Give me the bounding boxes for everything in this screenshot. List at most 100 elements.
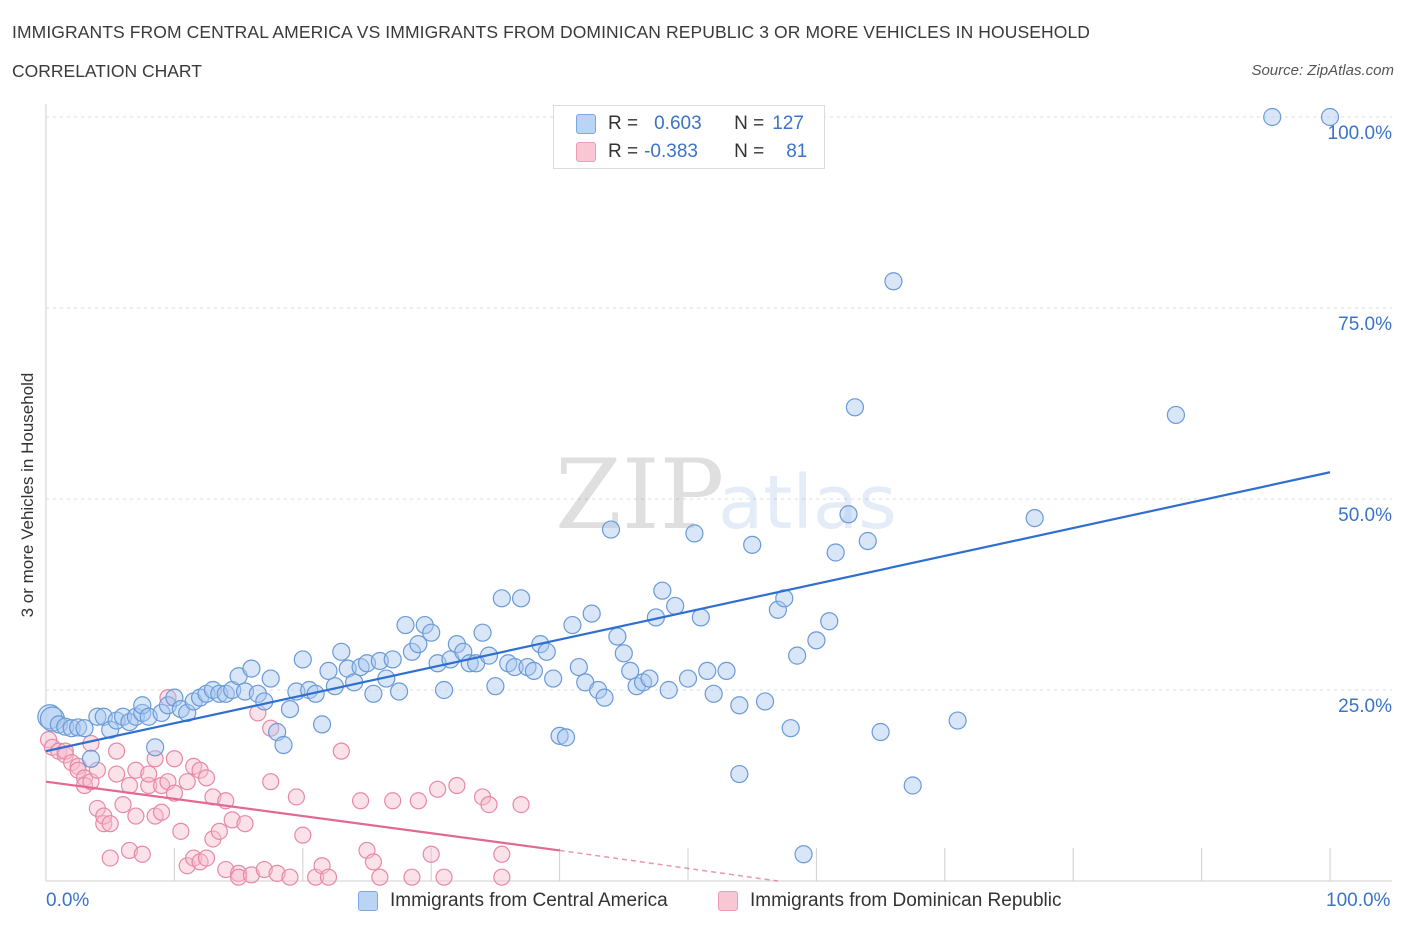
data-point-central-america xyxy=(839,505,858,524)
data-point-dominican-republic xyxy=(88,761,106,779)
data-point-dominican-republic xyxy=(332,742,350,760)
data-point-central-america xyxy=(280,699,300,719)
y-tick-label: 75.0% xyxy=(1338,314,1392,335)
data-point-central-america xyxy=(1025,508,1044,528)
data-point-dominican-republic xyxy=(120,841,139,860)
data-point-central-america xyxy=(248,684,267,703)
data-point-dominican-republic xyxy=(480,795,498,814)
data-point-central-america xyxy=(473,623,492,642)
data-point-dominican-republic xyxy=(127,761,145,779)
data-point-dominican-republic xyxy=(223,811,241,829)
data-point-central-america xyxy=(75,719,94,738)
y-axis-label: 3 or more Vehicles in Household xyxy=(18,372,37,618)
data-point-central-america xyxy=(685,524,704,543)
bottom-legend-dominican-republic: Immigrants from Dominican Republic xyxy=(718,890,1062,912)
data-point-dominican-republic xyxy=(108,742,126,760)
data-point-central-america xyxy=(826,543,845,562)
data-point-dominican-republic xyxy=(242,866,261,884)
trend-lines xyxy=(45,471,1331,882)
data-point-dominican-republic xyxy=(165,784,183,802)
x-tick-label-max: 100.0% xyxy=(1326,890,1391,911)
data-point-dominican-republic xyxy=(384,792,402,810)
correlation-legend: R = 0.603 N = 127 R = -0.383 N = 81 xyxy=(553,105,825,169)
bottom-legend-label: Immigrants from Central America xyxy=(390,890,668,911)
data-point-dominican-republic xyxy=(281,868,299,886)
data-point-central-america xyxy=(383,650,402,669)
data-point-central-america xyxy=(582,604,601,623)
data-point-central-america xyxy=(788,646,807,665)
data-point-central-america xyxy=(486,677,505,696)
data-point-central-america xyxy=(621,661,640,681)
data-point-central-america xyxy=(274,735,293,755)
data-point-dominican-republic xyxy=(294,826,312,844)
data-point-central-america xyxy=(730,764,749,784)
data-point-central-america xyxy=(1320,107,1340,127)
data-point-central-america xyxy=(659,680,678,700)
data-point-dominican-republic xyxy=(230,864,248,882)
data-point-dominican-republic xyxy=(493,845,511,863)
data-point-central-america xyxy=(903,776,922,795)
legend-n-label: N = xyxy=(734,113,765,134)
data-point-dominican-republic xyxy=(287,788,305,806)
data-point-central-america xyxy=(146,738,165,757)
data-point-central-america xyxy=(614,644,633,663)
data-point-dominican-republic xyxy=(114,795,132,814)
data-point-dominican-republic xyxy=(351,792,370,810)
data-point-central-america xyxy=(807,631,826,650)
data-point-dominican-republic xyxy=(319,868,338,886)
source-credit: Source: ZipAtlas.com xyxy=(1251,62,1394,79)
y-tick-label: 100.0% xyxy=(1328,123,1393,144)
data-point-central-america xyxy=(858,531,877,551)
legend-n-value: 127 xyxy=(772,113,804,134)
bottom-legend-central-america: Immigrants from Central America xyxy=(358,890,668,912)
data-point-central-america xyxy=(569,657,588,677)
data-point-dominican-republic xyxy=(172,822,190,840)
data-point-central-america xyxy=(556,728,576,747)
data-point-central-america xyxy=(152,703,171,723)
legend-n-label: N = xyxy=(734,141,765,162)
data-point-dominican-republic xyxy=(197,769,216,787)
legend-n-value: 81 xyxy=(786,141,808,162)
data-point-dominican-republic xyxy=(178,773,196,791)
data-point-dominican-republic xyxy=(255,860,273,879)
data-point-dominican-republic xyxy=(493,868,511,886)
data-point-dominican-republic xyxy=(435,868,453,886)
legend-row-dominican-republic: R = -0.383 N = 81 xyxy=(554,139,807,165)
data-point-dominican-republic xyxy=(140,765,158,783)
data-point-central-america xyxy=(948,711,967,730)
data-point-central-america xyxy=(608,627,627,646)
data-point-central-america xyxy=(447,635,466,654)
data-point-central-america xyxy=(492,589,511,608)
data-point-central-america xyxy=(781,719,800,738)
data-point-dominican-republic xyxy=(101,849,119,867)
legend-row-central-america: R = 0.603 N = 127 xyxy=(554,111,804,137)
data-point-central-america xyxy=(62,719,81,738)
data-point-central-america xyxy=(640,669,659,688)
data-point-dominican-republic xyxy=(429,780,447,798)
data-point-central-america xyxy=(544,669,563,688)
data-point-dominican-republic xyxy=(236,815,254,833)
data-point-central-america xyxy=(717,661,736,681)
data-point-central-america xyxy=(550,726,569,745)
data-point-central-america xyxy=(511,589,531,608)
data-point-central-america xyxy=(871,722,890,742)
data-point-central-america xyxy=(133,696,152,715)
data-point-central-america xyxy=(1166,405,1186,425)
data-point-dominican-republic xyxy=(371,868,389,886)
data-point-central-america xyxy=(691,608,710,627)
data-point-central-america xyxy=(312,715,332,734)
chart-subtitle: CORRELATION CHART xyxy=(12,61,202,81)
data-point-central-america xyxy=(678,669,698,688)
data-point-central-america xyxy=(364,684,383,703)
data-point-dominican-republic xyxy=(512,795,530,814)
data-point-central-america xyxy=(1263,107,1282,127)
y-tick-labels: 25.0% 50.0% 75.0% 100.0% xyxy=(1328,123,1393,717)
data-point-dominican-republic xyxy=(127,807,145,825)
data-point-central-america xyxy=(390,682,409,701)
data-point-central-america xyxy=(884,272,903,291)
data-point-central-america xyxy=(704,684,723,703)
legend-r-label: R = xyxy=(608,113,639,134)
data-point-central-america xyxy=(698,661,717,681)
trend-line-dominican-republic xyxy=(45,780,560,852)
data-point-dominican-republic xyxy=(422,845,440,863)
